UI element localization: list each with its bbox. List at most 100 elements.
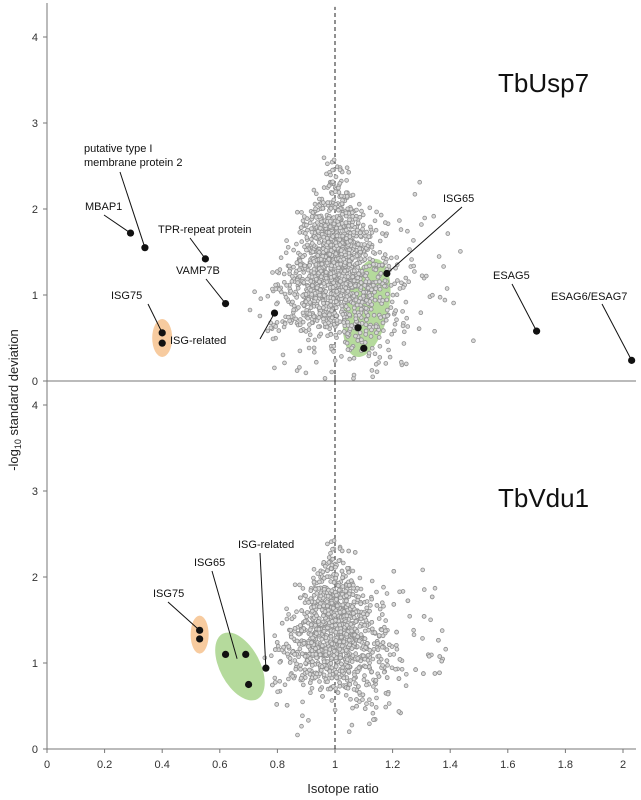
background-point: [346, 223, 351, 229]
highlight-point-isg75: [196, 635, 204, 643]
background-point: [407, 613, 413, 619]
background-point: [314, 631, 319, 636]
highlight-point-isg65: [354, 324, 362, 332]
background-point: [299, 210, 304, 215]
background-point: [327, 219, 333, 224]
x-tick-label: 1.8: [558, 759, 573, 771]
background-point: [370, 282, 376, 288]
background-point: [329, 308, 334, 313]
background-point: [333, 622, 338, 628]
background-point: [338, 634, 344, 640]
background-point: [421, 671, 426, 676]
background-point: [333, 664, 339, 669]
background-point: [298, 623, 303, 628]
background-point: [294, 241, 299, 247]
background-point: [371, 262, 376, 267]
background-point: [329, 588, 335, 594]
background-point: [369, 345, 375, 351]
background-point: [385, 691, 391, 697]
background-point: [389, 331, 395, 337]
background-point: [334, 317, 340, 323]
background-point: [321, 628, 327, 634]
background-point: [383, 704, 389, 710]
background-point: [397, 589, 402, 595]
background-point: [344, 613, 350, 618]
background-point: [344, 178, 349, 183]
background-point: [286, 676, 291, 682]
background-point: [295, 280, 300, 285]
background-point: [304, 610, 310, 615]
background-point: [369, 669, 375, 674]
background-point: [304, 247, 309, 253]
background-point: [299, 651, 305, 656]
background-point: [257, 313, 263, 319]
background-point: [321, 234, 327, 240]
background-point: [314, 591, 320, 596]
background-point: [416, 326, 422, 332]
x-tick-label: 1.6: [500, 759, 515, 771]
background-point: [353, 333, 358, 339]
background-point: [300, 310, 306, 316]
background-point: [325, 240, 331, 245]
background-point: [316, 619, 321, 624]
background-point: [421, 587, 427, 592]
background-point: [379, 600, 385, 605]
highlight-point-isg75: [196, 626, 204, 634]
background-point: [321, 575, 327, 581]
background-point: [349, 345, 355, 351]
background-point: [326, 560, 332, 565]
background-point: [320, 694, 325, 699]
background-point: [354, 291, 360, 297]
background-point: [343, 220, 349, 225]
background-point: [363, 305, 369, 311]
background-point: [339, 273, 345, 279]
background-point: [372, 218, 378, 224]
background-point: [324, 260, 330, 266]
background-point: [287, 318, 292, 324]
annotation-leader: [205, 278, 226, 304]
background-point: [378, 271, 384, 276]
background-point: [358, 256, 364, 262]
background-point: [351, 230, 357, 235]
highlight-point-isg75: [158, 339, 166, 347]
background-point: [323, 248, 329, 253]
background-point: [358, 632, 364, 637]
background-point: [303, 299, 309, 305]
background-point: [343, 692, 349, 698]
background-point: [338, 261, 344, 267]
group-ellipse-isg65: [215, 632, 265, 701]
background-point: [338, 595, 343, 601]
background-point: [305, 315, 311, 321]
background-point: [330, 179, 336, 185]
annotation-leader: [211, 570, 238, 659]
background-point: [316, 324, 321, 330]
highlighted-points: [126, 229, 636, 689]
background-point: [354, 697, 359, 702]
background-point: [329, 369, 335, 375]
background-point: [419, 273, 425, 279]
background-point: [354, 260, 360, 266]
background-point: [381, 669, 387, 675]
background-point: [311, 259, 317, 264]
background-point: [395, 278, 400, 283]
background-point: [417, 179, 423, 185]
background-point: [439, 658, 445, 664]
background-point: [273, 282, 278, 288]
background-point: [294, 609, 299, 614]
background-point: [401, 341, 407, 346]
background-point: [345, 288, 351, 294]
background-point: [321, 155, 327, 161]
background-point: [303, 329, 309, 334]
background-point: [383, 317, 389, 323]
background-point: [364, 605, 370, 611]
background-point: [377, 343, 383, 349]
background-point: [432, 328, 437, 334]
background-point: [383, 361, 389, 366]
background-point: [294, 209, 300, 215]
background-point: [352, 550, 358, 555]
background-point: [377, 286, 383, 292]
background-point: [358, 601, 364, 607]
background-point: [297, 258, 303, 264]
background-point: [298, 666, 303, 672]
background-point: [345, 331, 351, 336]
